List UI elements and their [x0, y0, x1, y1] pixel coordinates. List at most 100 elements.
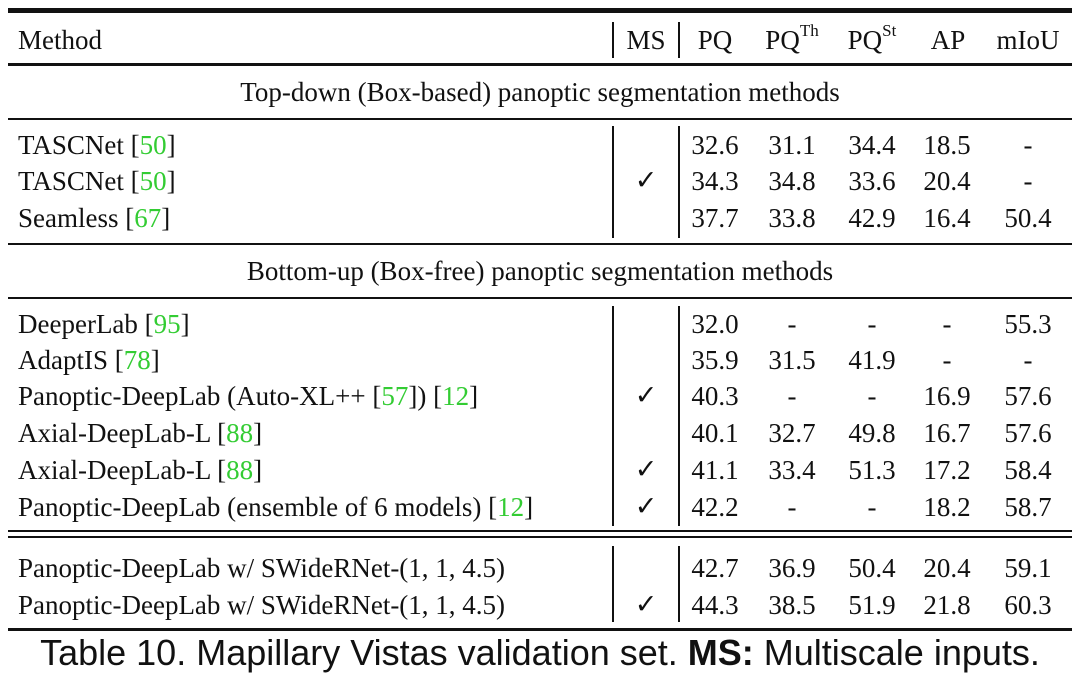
method-name: Panoptic-DeepLab (ensemble of 6 models) [18, 492, 489, 522]
header-pq-th: PQTh [765, 21, 819, 55]
cell-pq-th: - [787, 492, 797, 522]
cell-pq-st: - [867, 309, 877, 339]
double-rule-b [8, 536, 1072, 538]
cell-ap: 18.5 [923, 130, 971, 160]
cell-pq-th: 31.1 [768, 130, 816, 160]
cell-pq-st: - [867, 492, 877, 522]
cell-miou: 59.1 [1004, 553, 1052, 583]
double-rule-a [8, 530, 1072, 532]
row-method: Panoptic-DeepLab w/ SWideRNet-(1, 1, 4.5… [18, 590, 505, 620]
citation-link[interactable]: 67 [134, 203, 162, 233]
method-name: Panoptic-DeepLab w/ SWideRNet-(1, 1, 4.5… [18, 590, 506, 620]
cell-pq: 40.1 [691, 418, 739, 448]
cell-ap: 16.9 [923, 381, 971, 411]
cell-pq-th: 32.7 [768, 418, 816, 448]
method-name: DeeperLab [18, 309, 145, 339]
method-name: Seamless [18, 203, 126, 233]
cell-ap: 17.2 [923, 455, 971, 485]
citation-link[interactable]: 88 [226, 455, 254, 485]
header-rule [8, 63, 1072, 66]
row-method: Panoptic-DeepLab w/ SWideRNet-(1, 1, 4.5… [18, 553, 505, 583]
multiscale-check-icon: ✓ [634, 589, 658, 620]
cell-pq-th: 34.8 [768, 166, 816, 196]
method-name: TASCNet [18, 130, 131, 160]
row-method: Seamless [67] [18, 203, 171, 233]
section-top-down: Top-down (Box-based) panoptic segmentati… [240, 77, 840, 107]
header-miou: mIoU [996, 25, 1060, 55]
method-name: Axial-DeepLab-L [18, 455, 218, 485]
citation-link[interactable]: 88 [226, 418, 254, 448]
s2-vline-ms-left [612, 306, 614, 526]
citation-link[interactable]: 50 [139, 130, 167, 160]
section1-end-rule [8, 243, 1072, 245]
cell-miou: - [1023, 345, 1033, 375]
section2-rule [8, 297, 1072, 299]
multiscale-check-icon: ✓ [634, 454, 658, 485]
multiscale-check-icon: ✓ [634, 380, 658, 411]
multiscale-check-icon: ✓ [634, 165, 658, 196]
cell-pq-st: - [867, 381, 877, 411]
bottom-rule [8, 628, 1072, 631]
citation-link[interactable]: 12 [442, 381, 470, 411]
cell-miou: 58.7 [1004, 492, 1052, 522]
method-name: Axial-DeepLab-L [18, 418, 218, 448]
row-method: Axial-DeepLab-L [88] [18, 455, 263, 485]
cell-ap: 20.4 [923, 553, 971, 583]
cell-pq: 34.3 [691, 166, 739, 196]
row-method: TASCNet [50] [18, 130, 176, 160]
cell-pq-th: - [787, 381, 797, 411]
multiscale-check-icon: ✓ [634, 491, 658, 522]
cell-miou: 60.3 [1004, 590, 1052, 620]
cell-pq-st: 49.8 [848, 418, 896, 448]
cell-pq-th: 33.8 [768, 203, 816, 233]
s2-vline-ms-right [678, 306, 680, 526]
cell-ap: 21.8 [923, 590, 971, 620]
cell-pq: 37.7 [691, 203, 739, 233]
method-name: AdaptIS [18, 345, 115, 375]
cell-pq: 35.9 [691, 345, 739, 375]
cell-pq-th: - [787, 309, 797, 339]
cell-miou: 57.6 [1004, 381, 1052, 411]
row-method: Axial-DeepLab-L [88] [18, 418, 263, 448]
cell-pq-st: 51.9 [848, 590, 896, 620]
header-vline-ms-left [612, 22, 614, 58]
cell-ap: 20.4 [923, 166, 971, 196]
header-vline-ms-right [678, 22, 680, 58]
cell-pq-st: 33.6 [848, 166, 896, 196]
s3-vline-ms-left [612, 546, 614, 622]
method-name: TASCNet [18, 166, 131, 196]
cell-pq-st: 50.4 [848, 553, 896, 583]
table-caption: Table 10. Mapillary Vistas validation se… [40, 632, 1040, 673]
cell-pq: 41.1 [691, 455, 739, 485]
citation-link[interactable]: 57 [381, 381, 409, 411]
row-method: DeeperLab [95] [18, 309, 190, 339]
citation-link[interactable]: 95 [153, 309, 181, 339]
citation-link[interactable]: 12 [497, 492, 525, 522]
row-method: Panoptic-DeepLab (ensemble of 6 models) … [18, 492, 534, 522]
header-method: Method [18, 25, 102, 55]
cell-pq-st: 42.9 [848, 203, 896, 233]
section1-rule [8, 118, 1072, 120]
cell-pq-th: 33.4 [768, 455, 816, 485]
s1-vline-ms-left [612, 126, 614, 238]
citation-link[interactable]: 50 [139, 166, 167, 196]
cell-pq-st: 51.3 [848, 455, 896, 485]
cell-pq: 44.3 [691, 590, 739, 620]
header-ms: MS [626, 25, 666, 55]
cell-pq: 42.2 [691, 492, 739, 522]
cell-pq: 32.6 [691, 130, 739, 160]
citation-link[interactable]: 78 [123, 345, 151, 375]
cell-pq-th: 31.5 [768, 345, 816, 375]
cell-miou: - [1023, 130, 1033, 160]
cell-ap: - [942, 345, 952, 375]
cell-pq: 40.3 [691, 381, 739, 411]
method-name: Panoptic-DeepLab (Auto-XL++ [18, 381, 373, 411]
cell-ap: 18.2 [923, 492, 971, 522]
s1-vline-ms-right [678, 126, 680, 238]
method-name: Panoptic-DeepLab w/ SWideRNet-(1, 1, 4.5… [18, 553, 506, 583]
header-ap: AP [930, 25, 966, 55]
row-method: AdaptIS [78] [18, 345, 160, 375]
cell-miou: 57.6 [1004, 418, 1052, 448]
row-method: Panoptic-DeepLab (Auto-XL++ [57]) [12] [18, 381, 479, 411]
row-method: TASCNet [50] [18, 166, 176, 196]
